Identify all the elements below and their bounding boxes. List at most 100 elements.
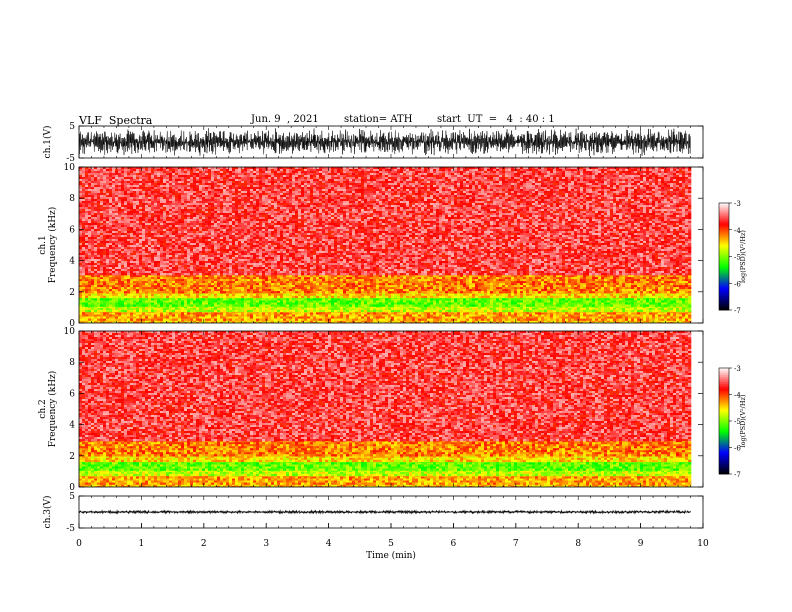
ch1-spectrogram-cell [271,293,275,297]
ch1-spectrogram-cell [433,283,437,286]
ch1-spectrogram-cell [187,307,191,311]
ch1-spectrogram-cell [382,283,386,286]
ch1-spectrogram-cell [418,275,422,278]
ch1-spectrogram-cell [577,307,581,311]
ch1-spectrogram-cell [85,312,89,315]
ch1-spectrogram-cell [442,298,446,301]
ch1-spectrogram-cell [370,316,374,319]
ch1-spectrogram-cell [283,302,287,305]
ch1-spectrogram-cell [256,293,260,297]
ch1-spectrogram-cell [565,283,569,286]
ch1-spectrogram-cell [577,319,581,323]
ch1-spectrogram-cell [130,298,134,301]
ch1-spectrogram-cell [277,277,281,280]
ch1-spectrogram-cell [265,277,269,280]
ch1-spectrogram-cell [433,302,437,305]
ch1-spectrogram-cell [511,307,515,311]
ch1-spectrogram-cell [259,300,263,303]
ch1-spectrogram-cell [439,275,443,278]
ch1-spectrogram-cell [217,275,221,278]
ch1-spectrogram-cell [394,293,398,297]
ch1-spectrogram-cell [265,305,269,309]
ch1-spectrogram-cell [121,314,125,317]
ch1-spectrogram-cell [214,277,218,280]
ch1-spectrogram-cell [646,312,650,315]
ch1-spectrogram-cell [316,304,320,307]
ch1-spectrogram-cell [571,304,575,307]
ch1-spectrogram-cell [292,295,296,299]
ch1-spectrogram-cell [481,314,485,317]
ch1-spectrogram-cell [601,298,605,301]
ch1-spectrogram-cell [565,302,569,305]
ch1-spectrogram-cell [355,281,359,284]
ch1-spectrogram-cell [583,283,587,286]
ch1-spectrogram-cell [658,307,662,311]
ch1-spectrogram-cell [460,293,464,297]
ch1-spectrogram-cell [328,283,332,286]
ch1-spectrogram-cell [205,298,209,301]
ch1-spectrogram-cell [328,309,332,313]
ch1-spectrogram-cell [652,309,656,313]
ch1-spectrogram-cell [472,312,476,315]
ch1-spectrogram-cell [667,300,671,303]
ch1-spectrogram-cell [352,314,356,317]
ch1-spectrogram-cell [466,279,470,282]
ch1-spectrogram-cell [292,309,296,313]
ch1-spectrogram-cell [589,275,593,278]
ch1-spectrogram-cell [424,277,428,280]
ch1-spectrogram-cell [457,275,461,278]
ch1-spectrogram-cell [409,279,413,282]
ch1-spectrogram-cell [316,316,320,319]
ch1-spectrogram-cell [535,283,539,286]
ch1-spectrogram-cell [304,283,308,286]
ch1-spectrogram-cell [148,314,152,317]
ch1-spectrogram-cell [646,307,650,311]
ch1-spectrogram-cell [199,293,203,297]
ch1-spectrogram-cell [94,281,98,284]
ch1-spectrogram-cell [442,277,446,280]
ch1-spectrogram-cell [493,305,497,309]
ch1-spectrogram-cell [634,318,638,321]
ch1-spectrogram-cell [583,277,587,280]
ch1-spectrogram-cell [118,319,122,323]
ch1-spectrogram-cell [499,307,503,311]
ch1-spectrogram-cell [331,293,335,297]
ch1-spectrogram-cell [484,281,488,284]
ch1-spectrogram-cell [94,316,98,319]
ch1-spectrogram-cell [469,293,473,297]
ch1-spectrogram-cell [181,277,185,280]
ch1-spectrogram-cell [463,283,467,286]
date-label: Jun. 9 , 2021 [251,114,319,125]
ch1-spectrogram-cell [217,319,221,323]
ch1-spectrogram-cell [82,312,86,315]
ch1-spectrogram-cell [208,309,212,313]
ch1-spectrogram-cell [667,279,671,282]
ch1-spectrogram-cell [571,312,575,315]
ch1-spectrogram-cell [412,298,416,301]
ch1-spectrogram-cell [202,316,206,319]
ch1-spectrogram-cell [268,318,272,321]
ch1-spectrogram-cell [241,295,245,299]
ch1-spectrogram-cell [301,277,305,280]
ch1-spectrogram-cell [175,295,179,299]
ch1-spectrogram-cell [247,312,251,315]
ch1-spectrogram-cell [463,279,467,282]
ch1-spectrogram-cell [463,295,467,299]
ch1-spectrogram-cell [247,281,251,284]
ch1-spectrogram-cell [343,316,347,319]
ch1-spectrogram-cell [394,321,398,323]
ch1-spectrogram-cell [658,298,662,301]
ch1-spectrogram-cell [136,305,140,309]
ch1-spectrogram-cell [535,307,539,311]
ch1-spectrogram-cell [337,312,341,315]
ch1-spectrogram-cell [205,302,209,305]
ch1-spectrogram-cell [469,279,473,282]
ch1-spectrogram-cell [325,314,329,317]
ch1-spectrogram-cell [322,319,326,323]
ch1-spectrogram-cell [328,281,332,284]
ch1-spectrogram-cell [436,300,440,303]
ch1-spectrogram-cell [346,316,350,319]
ch1-spectrogram-cell [130,279,134,282]
ch1-spectrogram-cell [391,318,395,321]
ch1-spectrogram-cell [376,314,380,317]
